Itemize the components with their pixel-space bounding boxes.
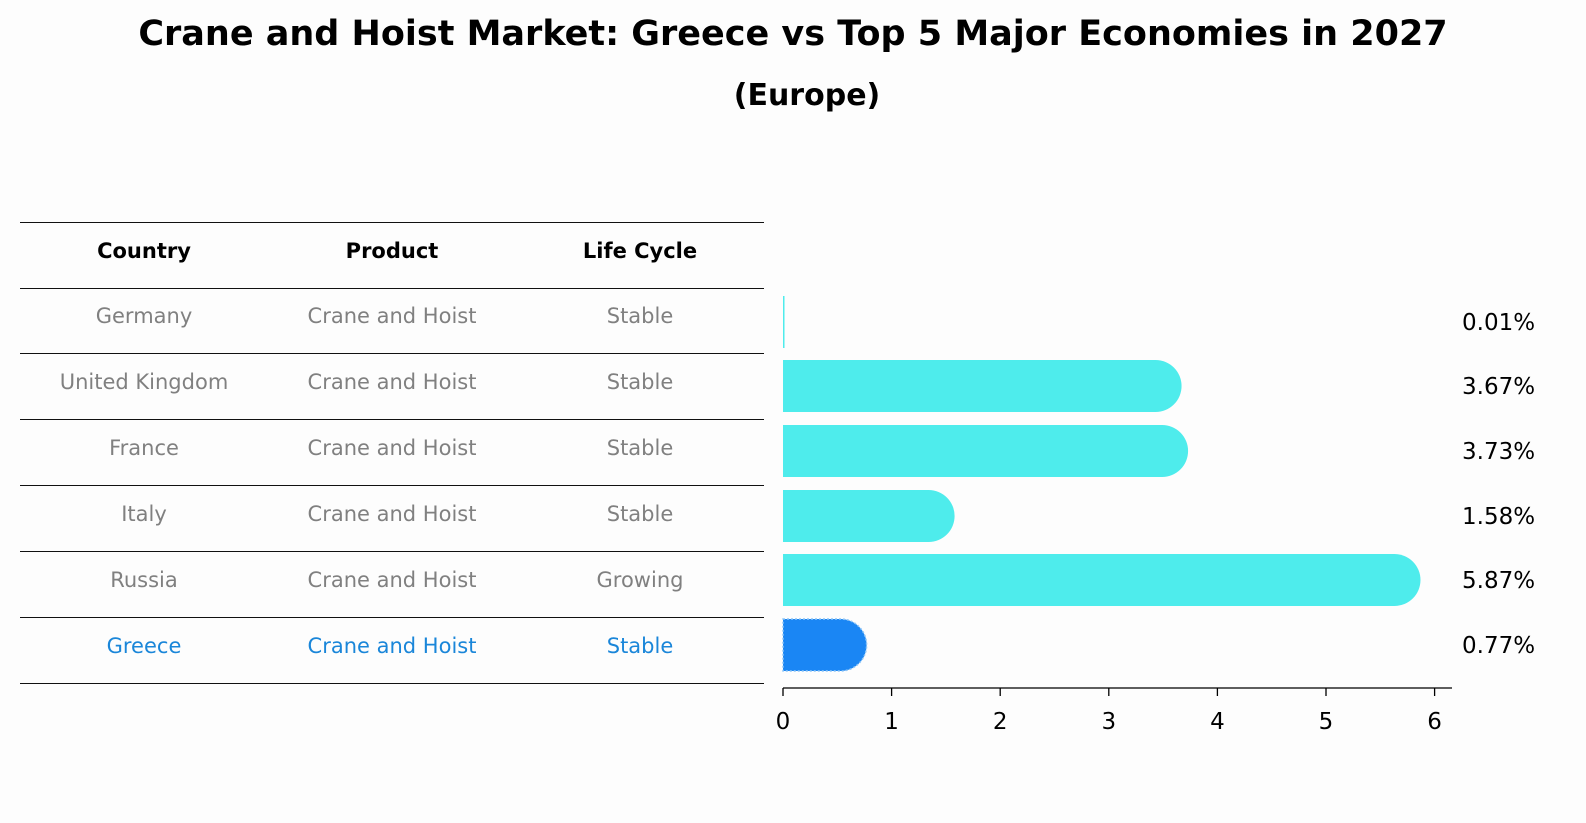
- table-rule: [20, 485, 764, 486]
- table-cell: Stable: [606, 436, 674, 460]
- chart-subtitle: (Europe): [733, 78, 881, 113]
- x-tick-label: 3: [1101, 709, 1116, 735]
- table-cell: France: [109, 436, 179, 460]
- table-rule: [20, 551, 764, 552]
- x-tick-label: 0: [776, 709, 791, 735]
- table-cell: Stable: [606, 370, 674, 394]
- table-cell: Greece: [106, 634, 182, 658]
- table-header-cell: Life Cycle: [582, 239, 698, 263]
- data-label: 3.67%: [1462, 374, 1535, 400]
- chart-title: Crane and Hoist Market: Greece vs Top 5 …: [138, 14, 1448, 54]
- bar: [783, 619, 867, 671]
- table-cell: Stable: [606, 502, 674, 526]
- table-cell: Growing: [596, 568, 684, 592]
- table-rule: [20, 683, 764, 684]
- table-cell: Crane and Hoist: [307, 634, 477, 658]
- x-tick-label: 2: [993, 709, 1008, 735]
- table-rule: [20, 353, 764, 354]
- data-label: 5.87%: [1462, 568, 1535, 594]
- table-rule: [20, 617, 764, 618]
- data-label: 0.01%: [1462, 310, 1535, 336]
- bar: [783, 490, 955, 542]
- table-cell: Germany: [95, 304, 193, 328]
- table-rule: [20, 419, 764, 420]
- bar: [783, 296, 785, 348]
- table-rule: [20, 288, 764, 289]
- data-label: 0.77%: [1462, 633, 1535, 659]
- bar: [783, 554, 1421, 606]
- table-cell: Crane and Hoist: [307, 436, 477, 460]
- x-tick-label: 6: [1427, 709, 1442, 735]
- table-cell: Crane and Hoist: [307, 502, 477, 526]
- bar: [783, 360, 1182, 412]
- table-cell: Crane and Hoist: [307, 304, 477, 328]
- table-cell: Stable: [606, 634, 674, 658]
- data-label: 1.58%: [1462, 504, 1535, 530]
- table-cell: United Kingdom: [59, 370, 229, 394]
- x-tick-label: 1: [884, 709, 899, 735]
- table-cell: Italy: [121, 502, 167, 526]
- data-label: 3.73%: [1462, 439, 1535, 465]
- table-rule: [20, 222, 764, 223]
- x-tick-label: 4: [1210, 709, 1225, 735]
- bar-highlight-outline: [782, 618, 868, 672]
- table-cell: Crane and Hoist: [307, 370, 477, 394]
- table-cell: Russia: [110, 568, 178, 592]
- table-cell: Stable: [606, 304, 674, 328]
- bar: [783, 425, 1189, 477]
- table-cell: Crane and Hoist: [307, 568, 477, 592]
- table-header-cell: Product: [345, 239, 439, 263]
- x-tick-label: 5: [1319, 709, 1334, 735]
- table-header-cell: Country: [97, 239, 191, 263]
